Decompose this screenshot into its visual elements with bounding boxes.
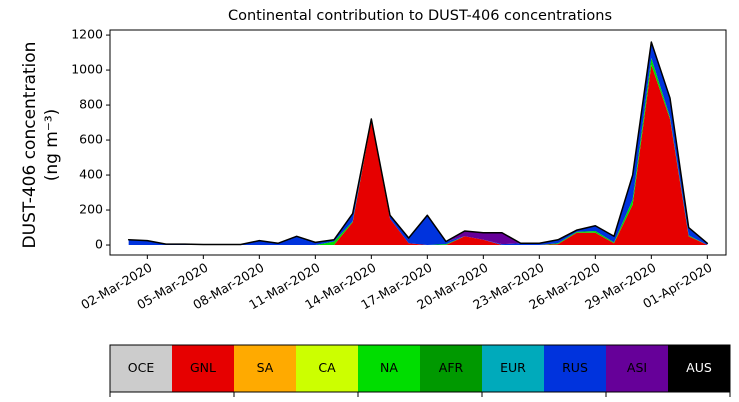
legend-label: CA <box>318 360 336 375</box>
chart-title: Continental contribution to DUST-406 con… <box>228 8 612 24</box>
legend-swatch <box>606 345 669 392</box>
y-tick-label: 400 <box>79 167 103 182</box>
y-label: DUST-406 concentration (ng m⁻³) <box>20 42 62 249</box>
legend-swatch <box>172 345 235 392</box>
legend-label: GNL <box>190 360 216 375</box>
plot-frame <box>109 29 727 256</box>
area <box>128 42 708 246</box>
legend-swatch <box>482 345 545 392</box>
area <box>128 57 708 246</box>
y-tick-label: 200 <box>79 202 103 217</box>
legend-swatch <box>234 345 297 392</box>
y-tick-label: 1000 <box>71 62 103 77</box>
y-tick-label: 0 <box>95 237 103 252</box>
legend-label: ASI <box>627 360 647 375</box>
legend-label: AFR <box>439 360 464 375</box>
legend-swatch <box>358 345 421 392</box>
legend-label: EUR <box>500 360 526 375</box>
y-tick-label: 1200 <box>71 27 103 42</box>
legend-swatch <box>296 345 359 392</box>
legend-swatch <box>110 345 173 392</box>
y-tick-label: 800 <box>79 97 103 112</box>
y-tick-label: 600 <box>79 132 103 147</box>
y-label-line: DUST-406 concentration <box>20 42 40 249</box>
legend-label: OCE <box>128 360 155 375</box>
legend-swatch <box>420 345 483 392</box>
legend-frame <box>109 344 731 393</box>
legend-label: AUS <box>686 360 712 375</box>
legend-label: SA <box>257 360 274 375</box>
legend-swatch <box>544 345 607 392</box>
legend-label: RUS <box>562 360 588 375</box>
area <box>127 41 709 246</box>
y-label-line: (ng m⁻³) <box>42 109 62 182</box>
legend-label: NA <box>380 360 398 375</box>
legend-swatch <box>668 345 731 392</box>
area <box>128 64 708 246</box>
